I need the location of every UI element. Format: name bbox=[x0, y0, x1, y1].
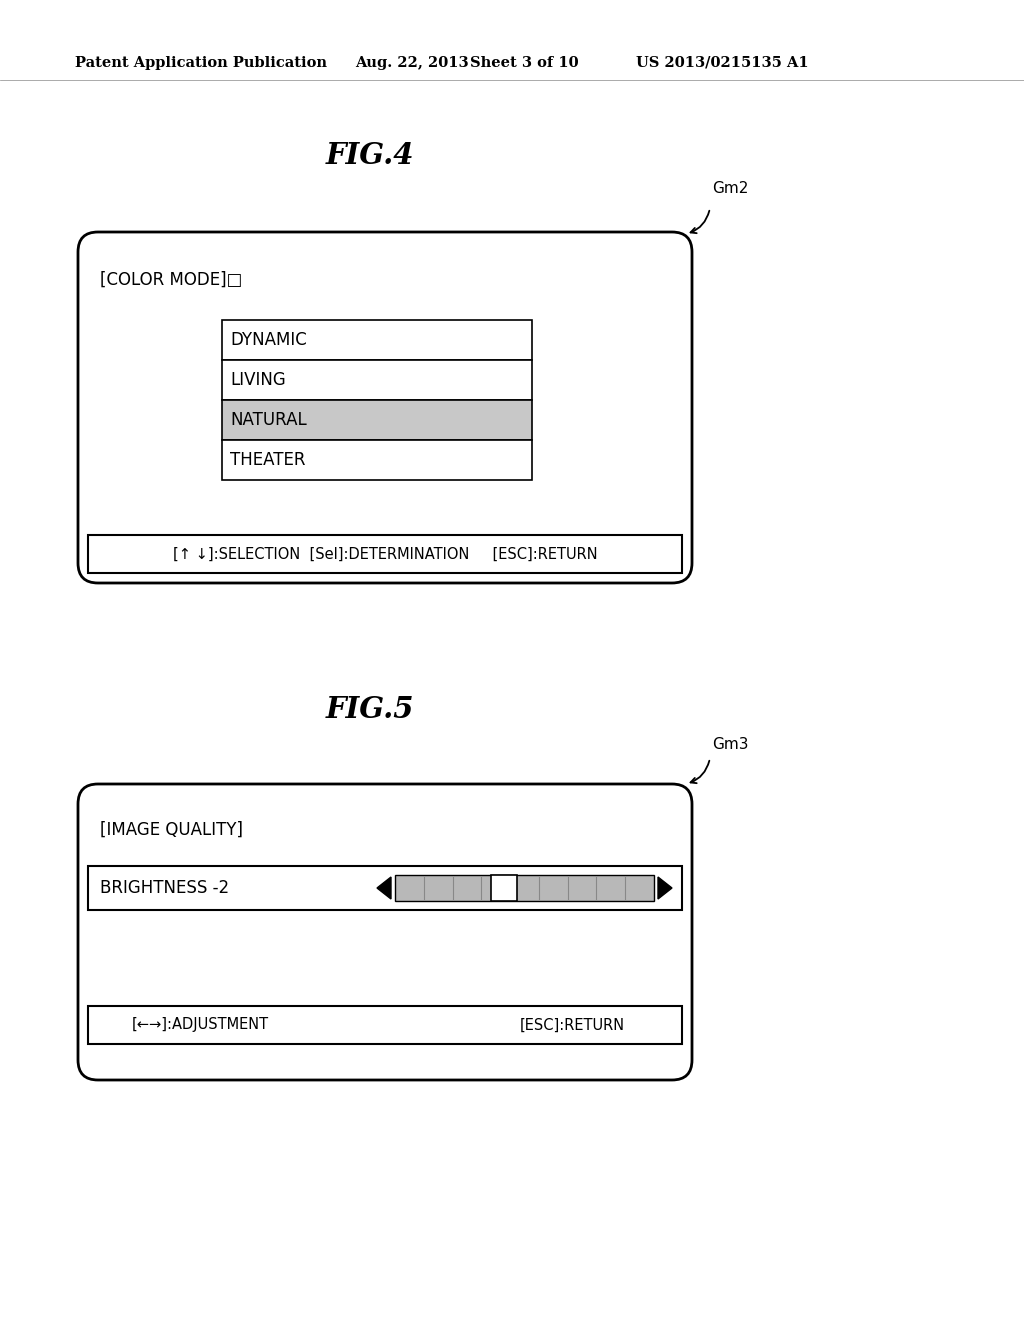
Bar bbox=[222, 400, 532, 440]
Text: Gm2: Gm2 bbox=[712, 181, 749, 195]
Polygon shape bbox=[658, 876, 672, 899]
Text: Aug. 22, 2013: Aug. 22, 2013 bbox=[355, 55, 469, 70]
Text: FIG.4: FIG.4 bbox=[326, 140, 415, 169]
Bar bbox=[222, 319, 532, 360]
Bar bbox=[88, 866, 682, 909]
Polygon shape bbox=[377, 876, 391, 899]
Text: DYNAMIC: DYNAMIC bbox=[230, 331, 307, 348]
Text: LIVING: LIVING bbox=[230, 371, 286, 389]
Text: [IMAGE QUALITY]: [IMAGE QUALITY] bbox=[100, 821, 243, 840]
Text: [↑ ↓]:SELECTION  [Sel]:DETERMINATION     [ESC]:RETURN: [↑ ↓]:SELECTION [Sel]:DETERMINATION [ESC… bbox=[173, 546, 597, 561]
Text: Gm3: Gm3 bbox=[712, 737, 749, 752]
Bar bbox=[222, 360, 532, 400]
Bar bbox=[490, 875, 517, 902]
Text: NATURAL: NATURAL bbox=[230, 411, 307, 429]
Bar bbox=[88, 535, 682, 573]
FancyBboxPatch shape bbox=[78, 232, 692, 583]
Text: US 2013/0215135 A1: US 2013/0215135 A1 bbox=[636, 55, 809, 70]
Text: THEATER: THEATER bbox=[230, 451, 305, 469]
Text: Patent Application Publication: Patent Application Publication bbox=[75, 55, 327, 70]
Text: Sheet 3 of 10: Sheet 3 of 10 bbox=[470, 55, 579, 70]
Bar bbox=[395, 875, 654, 902]
Text: FIG.5: FIG.5 bbox=[326, 696, 415, 725]
Text: [COLOR MODE]□: [COLOR MODE]□ bbox=[100, 271, 243, 289]
Text: [ESC]:RETURN: [ESC]:RETURN bbox=[519, 1018, 625, 1032]
Bar bbox=[88, 1006, 682, 1044]
Text: [←→]:ADJUSTMENT: [←→]:ADJUSTMENT bbox=[131, 1018, 268, 1032]
Bar bbox=[222, 440, 532, 480]
FancyBboxPatch shape bbox=[78, 784, 692, 1080]
Text: BRIGHTNESS -2: BRIGHTNESS -2 bbox=[100, 879, 229, 898]
